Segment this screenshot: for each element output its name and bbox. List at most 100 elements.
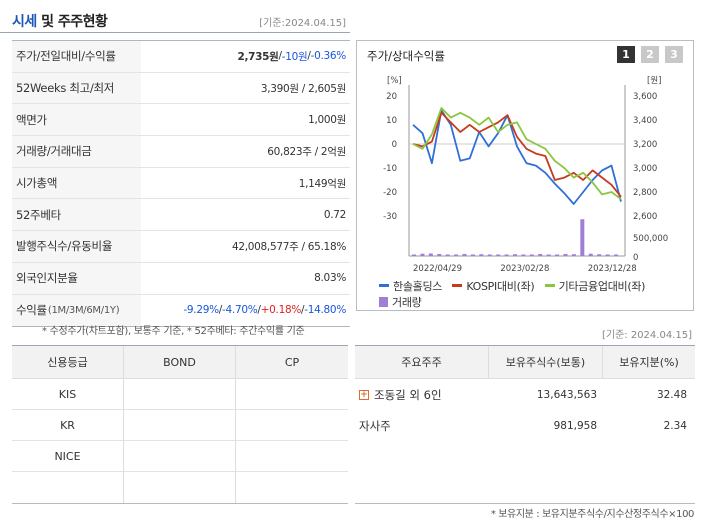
stats-value: 60,823주 / 2억원: [267, 145, 346, 158]
volume-bar: [597, 254, 602, 256]
volume-bar: [563, 253, 568, 256]
chart-tab-3[interactable]: 3: [665, 46, 683, 63]
right-tick-label: 2,600: [633, 212, 657, 222]
price-chart: [%] [원] 20 10 0 -10 -20 -30 3,600 3,400 3,200 3,000…: [383, 76, 668, 274]
right-tick-label: 3,200: [633, 140, 657, 150]
section-title-accent: 시세: [12, 14, 37, 30]
right-tick-label: 2,800: [633, 188, 657, 198]
price-sep: /: [278, 50, 283, 63]
credit-header: CP: [284, 355, 300, 369]
stats-row: 발행주식수/유동비율 42,008,577주 / 65.18%: [12, 231, 350, 263]
stats-row-returns: 수익률 (1M/3M/6M/1Y) -9.29% / -4.70% / +0.18% /…: [12, 294, 350, 327]
stats-label: 52주베타: [12, 199, 141, 231]
holder-shares: 981,958: [553, 419, 597, 432]
left-tick-label: -30: [383, 212, 397, 222]
volume-bar: [571, 254, 576, 256]
returns-sep: /: [257, 304, 261, 317]
legend-item-stock: 한솔홀딩스: [379, 278, 442, 294]
credit-cp: [236, 441, 348, 471]
volume-bar: [454, 254, 459, 256]
stats-row: 거래량/거래대금 60,823주 / 2억원: [12, 136, 350, 168]
volume-bar: [445, 254, 450, 256]
right-tick-label: 3,400: [633, 116, 657, 126]
section-title-rest: 및 주주현황: [36, 14, 108, 30]
credit-bond: [124, 379, 236, 409]
stats-label: 52Weeks 최고/최저: [12, 72, 141, 104]
stats-label: 거래량/거래대금: [12, 136, 141, 167]
volume-bar: [614, 254, 618, 256]
series-line: [412, 109, 622, 205]
stats-value: 1,149억원: [298, 177, 347, 190]
expand-icon[interactable]: +: [359, 389, 369, 400]
chart-title: 주가/상대수익률: [367, 49, 445, 63]
legend-label: KOSPI대비(좌): [466, 279, 535, 293]
holders-header-row: 주요주주 보유주식수(보통) 보유지분(%): [355, 346, 695, 379]
table-row: KR: [12, 410, 348, 441]
holder-pct: 2.34: [663, 419, 687, 432]
chart-legend: 한솔홀딩스 KOSPI대비(좌) 기타금융업대비(좌) 거래량: [379, 277, 691, 310]
left-tick-label: -10: [383, 164, 397, 174]
chart-tab-2[interactable]: 2: [641, 46, 659, 63]
volume-bar: [487, 254, 492, 256]
volume-bar: [496, 254, 501, 256]
stats-value: 0.72: [323, 208, 346, 221]
table-row: NICE: [12, 441, 348, 472]
credit-bond: [124, 441, 236, 471]
price-change-rate: -0.36%: [310, 50, 347, 63]
left-tick-label: -20: [383, 188, 397, 198]
right-tick-label: 3,000: [633, 164, 657, 174]
chart-tabs: 1 2 3: [617, 46, 683, 63]
holder-shares: 13,643,563: [536, 388, 597, 401]
stats-row: 52주베타 0.72: [12, 199, 350, 232]
stats-row: 52Weeks 최고/최저 3,390원 / 2,605원: [12, 72, 350, 105]
table-row: [355, 441, 695, 472]
volume-bar: [470, 254, 475, 256]
credit-bond: [124, 410, 236, 440]
stats-row: 외국인지분율 8.03%: [12, 262, 350, 295]
volume-bar: [462, 253, 467, 256]
volume-bar: [529, 254, 534, 256]
legend-swatch: [379, 284, 389, 287]
legend-swatch: [379, 296, 388, 307]
returns-label: 수익률: [16, 303, 47, 318]
returns-sep: /: [301, 304, 305, 317]
credit-agency: KR: [12, 410, 124, 440]
stats-label: 시가총액: [12, 167, 141, 199]
volume-tick-label: 0: [633, 253, 638, 263]
credit-agency: NICE: [12, 441, 124, 471]
volume-bar: [555, 254, 560, 256]
volume-bar: [546, 254, 551, 256]
stats-value: 42,008,577주 / 65.18%: [231, 240, 346, 253]
holders-header: 보유주식수(보통): [489, 346, 603, 378]
volume-bar: [420, 253, 425, 256]
return-1m: -9.29%: [183, 304, 219, 317]
holders-header: 보유지분(%): [619, 356, 679, 369]
table-row[interactable]: + 조동길 외 6인 13,643,563 32.48: [355, 379, 695, 410]
legend-item-sector: 기타금융업대비(좌): [544, 278, 645, 294]
credit-rating-table: 신용등급 BOND CP KIS KR NICE: [12, 345, 348, 504]
stats-row-price: 주가/전일대비/수익률 2,735원 / -10원 / -0.36%: [12, 41, 350, 73]
credit-cp: [236, 410, 348, 440]
stats-value: 1,000원: [308, 114, 346, 127]
volume-bar: [521, 254, 526, 256]
chart-tab-1[interactable]: 1: [617, 46, 635, 63]
volume-bar: [412, 254, 416, 256]
x-tick-label: 2022/04/29: [413, 264, 462, 274]
stats-label: 액면가: [12, 104, 141, 136]
current-price: 2,735원: [237, 50, 279, 63]
stats-label: 수익률 (1M/3M/6M/1Y): [12, 294, 141, 327]
stats-value-price: 2,735원 / -10원 / -0.36%: [141, 41, 350, 72]
stats-value: 3,390원 / 2,605원: [260, 82, 346, 95]
volume-tick-label: 500,000: [633, 234, 668, 244]
return-1y: -14.80%: [304, 304, 346, 317]
right-tick-label: 3,600: [633, 92, 657, 102]
left-unit-label: [%]: [387, 76, 402, 86]
holder-name-text: 조동길 외 6인: [374, 387, 442, 402]
volume-bar: [437, 253, 442, 256]
volume-bar: [479, 254, 484, 256]
holders-header: 주요주주: [355, 346, 489, 378]
holder-name[interactable]: + 조동길 외 6인: [355, 379, 489, 410]
stats-label: 발행주식수/유동비율: [12, 231, 141, 262]
left-tick-label: 0: [392, 140, 397, 150]
return-3m: -4.70%: [222, 304, 258, 317]
